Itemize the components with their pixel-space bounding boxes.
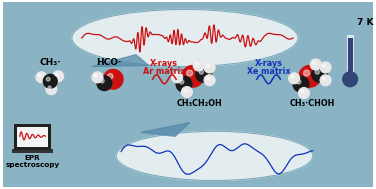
Text: 7 K: 7 K <box>357 18 373 27</box>
Text: Xe matrix: Xe matrix <box>247 67 290 76</box>
Circle shape <box>46 84 57 94</box>
Circle shape <box>206 64 209 67</box>
Bar <box>347 35 353 79</box>
Circle shape <box>100 79 104 83</box>
Circle shape <box>323 77 326 80</box>
Circle shape <box>46 77 50 81</box>
Circle shape <box>303 70 309 76</box>
Circle shape <box>94 74 97 77</box>
Bar <box>348 38 353 77</box>
Circle shape <box>193 60 204 71</box>
Circle shape <box>315 70 320 74</box>
Text: CH₃CH₂OH: CH₃CH₂OH <box>177 99 223 108</box>
Circle shape <box>299 66 321 87</box>
Circle shape <box>301 90 304 93</box>
Circle shape <box>184 89 187 92</box>
Circle shape <box>312 67 327 82</box>
Circle shape <box>43 74 57 88</box>
Text: X-rays: X-rays <box>255 60 282 68</box>
Ellipse shape <box>72 9 298 67</box>
Circle shape <box>186 70 193 76</box>
Circle shape <box>289 73 300 84</box>
Circle shape <box>291 75 294 78</box>
Circle shape <box>310 59 321 70</box>
Circle shape <box>293 76 309 92</box>
Circle shape <box>53 71 64 82</box>
Circle shape <box>103 69 123 89</box>
Text: X-rays: X-rays <box>150 60 178 68</box>
Circle shape <box>36 72 47 83</box>
Circle shape <box>172 72 182 83</box>
Circle shape <box>196 67 212 82</box>
Text: EPR
spectroscopy: EPR spectroscopy <box>6 155 60 168</box>
Circle shape <box>343 72 358 87</box>
Bar <box>12 149 53 153</box>
Polygon shape <box>92 55 149 67</box>
Circle shape <box>179 80 184 84</box>
Circle shape <box>323 64 326 67</box>
Circle shape <box>199 70 203 74</box>
Text: CH₃·: CH₃· <box>39 58 61 67</box>
Circle shape <box>38 74 41 77</box>
Polygon shape <box>141 122 190 136</box>
Ellipse shape <box>116 131 313 180</box>
Circle shape <box>320 75 331 86</box>
Circle shape <box>108 74 113 79</box>
Circle shape <box>204 75 215 86</box>
Text: Ar matrix: Ar matrix <box>143 67 185 76</box>
Circle shape <box>55 73 58 76</box>
Circle shape <box>174 74 177 77</box>
Circle shape <box>182 87 193 98</box>
Circle shape <box>48 86 51 89</box>
Circle shape <box>182 66 204 87</box>
Bar <box>17 127 48 147</box>
Circle shape <box>312 61 315 64</box>
Circle shape <box>204 62 215 73</box>
Circle shape <box>296 80 301 84</box>
Circle shape <box>176 76 192 92</box>
Circle shape <box>320 62 331 73</box>
Circle shape <box>299 88 309 98</box>
Bar <box>14 125 51 150</box>
Circle shape <box>97 76 112 91</box>
Circle shape <box>206 77 209 80</box>
Text: HCO·: HCO· <box>97 58 122 67</box>
Text: CH₃·CHOH: CH₃·CHOH <box>290 99 335 108</box>
Circle shape <box>92 72 103 83</box>
Circle shape <box>196 62 199 65</box>
